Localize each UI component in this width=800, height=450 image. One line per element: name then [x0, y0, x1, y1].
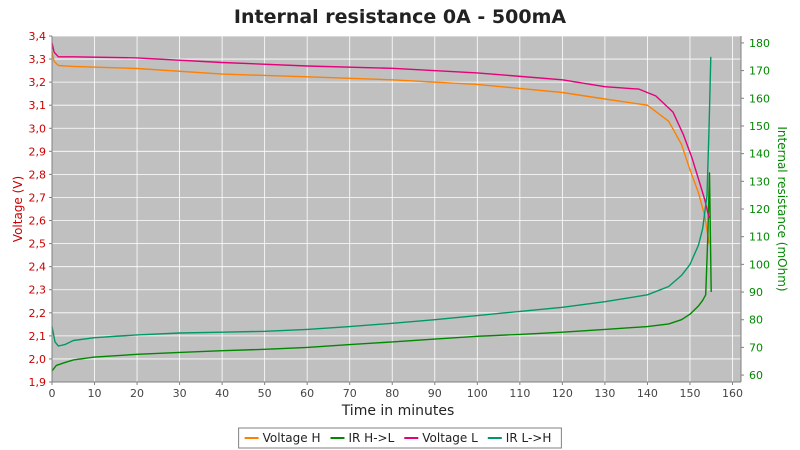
series-line-ir-l-h — [51, 56, 712, 347]
tick-label-x: 110 — [509, 387, 530, 400]
tick-label-x: 10 — [88, 387, 102, 400]
plot-area — [52, 36, 741, 382]
tick-label-x: 150 — [679, 387, 700, 400]
tick-label-x: 90 — [428, 387, 442, 400]
tick-label-right: 120 — [749, 203, 770, 216]
tick-label-right: 60 — [749, 369, 763, 382]
tick-label-left: 2,5 — [29, 238, 47, 251]
tick-label-x: 0 — [49, 387, 56, 400]
tick-label-right: 140 — [749, 148, 770, 161]
tick-label-left: 2,8 — [29, 168, 47, 181]
legend-label-voltage-h: Voltage H — [263, 431, 321, 445]
tick-label-x: 60 — [300, 387, 314, 400]
series-line-ir-h-l — [51, 172, 712, 372]
tick-label-left: 3,1 — [29, 99, 47, 112]
tick-label-x: 40 — [215, 387, 229, 400]
tick-label-x: 30 — [173, 387, 187, 400]
tick-label-x: 120 — [552, 387, 573, 400]
tick-label-left: 3,4 — [29, 30, 47, 43]
tick-label-x: 20 — [130, 387, 144, 400]
tick-label-x: 50 — [258, 387, 272, 400]
tick-label-left: 2,3 — [29, 284, 47, 297]
tick-label-right: 160 — [749, 92, 770, 105]
tick-label-x: 160 — [722, 387, 743, 400]
tick-label-right: 130 — [749, 175, 770, 188]
series-lines — [51, 42, 712, 372]
x-axis-ticks: 0 10 20 30 40 50 60 70 80 90 100 110 120 130 140 150 160 — [49, 382, 743, 400]
tick-label-x: 100 — [467, 387, 488, 400]
tick-label-x: 140 — [637, 387, 658, 400]
legend-label-voltage-l: Voltage L — [422, 431, 478, 445]
tick-label-left: 2,1 — [29, 330, 47, 343]
tick-label-right: 170 — [749, 65, 770, 78]
right-axis-ticks: 60 70 80 90 100 110 120 130 140 150 160 170 180 — [741, 37, 770, 382]
tick-label-left: 2,2 — [29, 307, 47, 320]
tick-label-left: 2,4 — [29, 261, 47, 274]
y-axis-right-label: Internal resistance (mOhm) — [775, 126, 789, 291]
chart-title: Internal resistance 0A - 500mA — [234, 6, 566, 28]
tick-label-right: 90 — [749, 286, 763, 299]
tick-label-left: 3,0 — [29, 122, 47, 135]
tick-label-left: 2,0 — [29, 353, 47, 366]
tick-label-right: 110 — [749, 231, 770, 244]
tick-label-right: 150 — [749, 120, 770, 133]
tick-label-right: 180 — [749, 37, 770, 50]
y-axis-left-label: Voltage (V) — [11, 176, 25, 242]
left-axis-ticks: 1,9 2,0 2,1 2,2 2,3 2,4 2,5 2,6 2,7 2,8 2,9 3,0 3,1 3… — [29, 30, 52, 389]
tick-label-x: 130 — [594, 387, 615, 400]
tick-label-right: 100 — [749, 258, 770, 271]
tick-label-left: 2,7 — [29, 191, 47, 204]
tick-label-left: 3,3 — [29, 53, 47, 66]
series-line-voltage-h — [51, 51, 710, 244]
tick-label-x: 70 — [343, 387, 357, 400]
plot-background — [52, 36, 741, 382]
tick-label-left: 2,9 — [29, 145, 47, 158]
tick-label-left: 2,6 — [29, 215, 47, 228]
legend-label-ir-h-l: IR H->L — [348, 431, 394, 445]
series-line-voltage-l — [51, 42, 710, 219]
tick-label-left: 3,2 — [29, 76, 47, 89]
legend: Voltage H IR H->L Voltage L IR L->H — [238, 427, 562, 449]
legend-label-ir-l-h: IR L->H — [506, 431, 552, 445]
tick-label-right: 80 — [749, 314, 763, 327]
x-axis-label: Time in minutes — [341, 403, 455, 419]
tick-label-left: 1,9 — [29, 376, 47, 389]
tick-label-x: 80 — [385, 387, 399, 400]
legend-box — [238, 427, 562, 449]
tick-label-right: 70 — [749, 341, 763, 354]
